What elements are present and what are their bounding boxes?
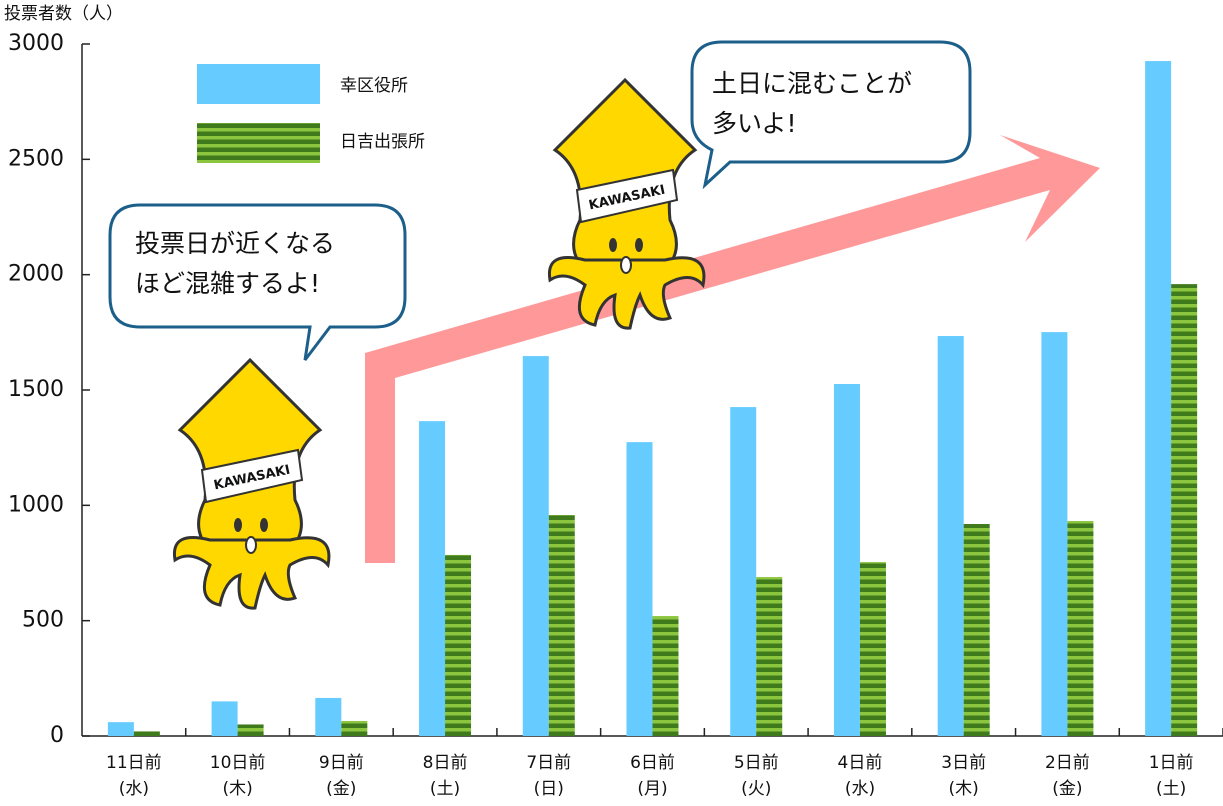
speech-bubble: 土日に混むことが 多いよ! [690,40,972,190]
bar [730,407,757,736]
bar [756,577,783,736]
x-tick-label: 11日前 [106,753,162,773]
x-tick-label: 6日前 [630,753,675,773]
x-tick-label: 2日前 [1045,753,1090,773]
annotation-line: 多いよ! [712,109,797,138]
legend-swatch [197,123,320,163]
x-tick-sublabel: (水) [845,779,875,799]
x-tick-sublabel: (水) [119,779,149,799]
y-tick-label: 1500 [8,377,64,402]
annotation-line: 土日に混むことが [712,69,912,98]
x-tick-label: 3日前 [941,753,986,773]
x-tick-sublabel: (土) [430,779,460,799]
x-tick-sublabel: (木) [222,779,252,799]
bar [652,616,679,736]
x-tick-sublabel: (日) [534,779,564,799]
y-tick-label: 1000 [8,492,64,517]
legend-swatch [197,64,320,104]
bar [1171,284,1198,736]
legend-label: 幸区役所 [340,76,408,96]
annotation-line: ほど混雑するよ! [135,269,320,298]
legend-label: 日吉出張所 [340,132,425,152]
bar [1067,521,1094,736]
x-tick-sublabel: (火) [741,779,771,799]
x-tick-label: 7日前 [526,753,571,773]
trend-arrow [365,135,1100,563]
x-tick-sublabel: (金) [1052,779,1082,799]
bar [1145,61,1172,736]
bar [133,731,160,736]
bar [1041,332,1068,736]
bar [937,336,964,736]
bar [419,421,446,736]
x-tick-sublabel: (金) [326,779,356,799]
x-tick-label: 1日前 [1149,753,1194,773]
x-tick-label: 4日前 [838,753,883,773]
y-tick-label: 500 [22,608,64,633]
bar [341,721,368,736]
y-axis-title: 投票者数（人） [4,4,123,24]
bar [211,701,238,736]
bar [963,524,990,736]
x-tick-sublabel: (木) [949,779,979,799]
bar [315,697,342,736]
y-tick-label: 3000 [8,31,64,56]
x-tick-label: 5日前 [734,753,779,773]
y-tick-label: 2500 [8,146,64,171]
x-tick-sublabel: (土) [1156,779,1186,799]
x-tick-sublabel: (月) [637,779,667,799]
bar [859,562,886,736]
speech-bubble: 投票日が近くなる ほど混雑するよ! [108,203,407,361]
x-tick-label: 8日前 [423,753,468,773]
annotation-line: 投票日が近くなる [135,229,335,258]
bar [522,356,549,736]
bar [107,722,134,736]
y-tick-label: 2000 [8,262,64,287]
y-tick-label: 0 [50,723,64,748]
x-tick-label: 10日前 [210,753,266,773]
mascot [172,358,331,610]
bar [237,724,264,736]
bar [833,384,860,736]
x-tick-label: 9日前 [319,753,364,773]
bar [626,442,653,736]
bar [445,554,472,736]
bar [548,515,575,736]
